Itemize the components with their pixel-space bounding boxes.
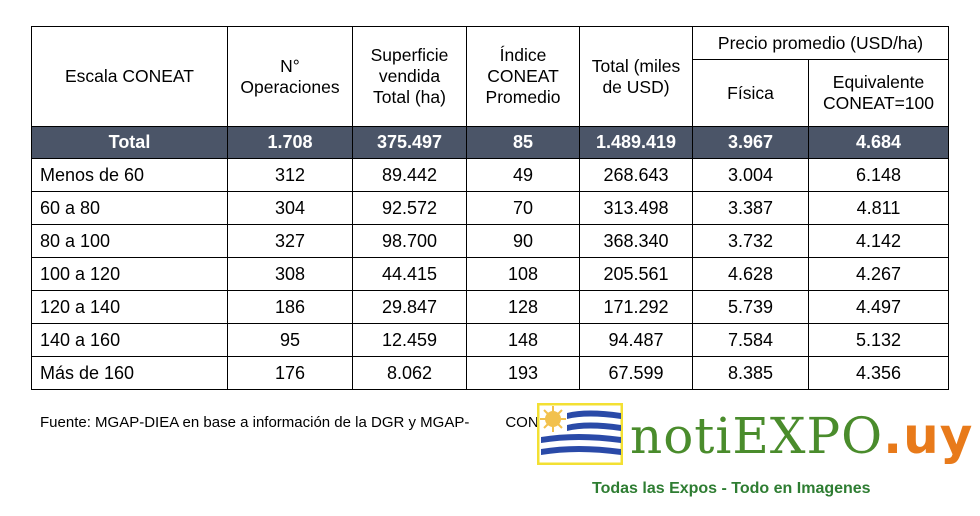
cell-total: 94.487: [579, 323, 693, 357]
cell-superficie: 98.700: [352, 224, 467, 258]
cell-operaciones: 95: [227, 323, 353, 357]
total-operaciones: 1.708: [227, 126, 353, 159]
cell-fisica: 5.739: [692, 290, 809, 324]
cell-indice: 148: [466, 323, 580, 357]
header-indice: Índice CONEAT Promedio: [466, 26, 580, 127]
header-escala: Escala CONEAT: [31, 26, 228, 127]
cell-fisica: 8.385: [692, 356, 809, 390]
cell-equivalente: 4.811: [808, 191, 949, 225]
cell-operaciones: 327: [227, 224, 353, 258]
cell-operaciones: 304: [227, 191, 353, 225]
cell-superficie: 8.062: [352, 356, 467, 390]
header-precio: Precio promedio (USD/ha): [692, 26, 949, 60]
table-row: 140 a 160 95 12.459 148 94.487 7.584 5.1…: [31, 323, 949, 357]
source-text: Fuente: MGAP-DIEA en base a información …: [40, 414, 470, 431]
cell-indice: 90: [466, 224, 580, 258]
cell-equivalente: 6.148: [808, 158, 949, 192]
cell-fisica: 3.004: [692, 158, 809, 192]
header-indice-text: Índice CONEAT Promedio: [485, 45, 561, 107]
cell-escala: Más de 160: [31, 356, 228, 390]
header-equivalente-text: Equivalente CONEAT=100: [822, 72, 935, 113]
header-superficie-text: Superficie vendida Total (ha): [370, 45, 449, 107]
logo-tagline: Todas las Expos - Todo en Imagenes: [592, 480, 871, 497]
table-row: Más de 160 176 8.062 193 67.599 8.385 4.…: [31, 356, 949, 390]
cell-superficie: 12.459: [352, 323, 467, 357]
total-superficie: 375.497: [352, 126, 467, 159]
cell-equivalente: 5.132: [808, 323, 949, 357]
cell-total: 67.599: [579, 356, 693, 390]
cell-escala: 80 a 100: [31, 224, 228, 258]
cell-fisica: 4.628: [692, 257, 809, 291]
total-indice: 85: [466, 126, 580, 159]
cell-escala: 120 a 140: [31, 290, 228, 324]
cell-escala: Menos de 60: [31, 158, 228, 192]
cell-equivalente: 4.142: [808, 224, 949, 258]
cell-total: 313.498: [579, 191, 693, 225]
table-row: 80 a 100 327 98.700 90 368.340 3.732 4.1…: [31, 224, 949, 258]
cell-superficie: 89.442: [352, 158, 467, 192]
table-row: Menos de 60 312 89.442 49 268.643 3.004 …: [31, 158, 949, 192]
logo-suffix: .uy: [883, 407, 974, 465]
cell-equivalente: 4.356: [808, 356, 949, 390]
total-row: Total 1.708 375.497 85 1.489.419 3.967 4…: [31, 126, 949, 159]
cell-operaciones: 312: [227, 158, 353, 192]
cell-superficie: 44.415: [352, 257, 467, 291]
total-usd: 1.489.419: [579, 126, 693, 159]
source-note: Fuente: MGAP-DIEA en base a información …: [40, 414, 567, 431]
table-row: 60 a 80 304 92.572 70 313.498 3.387 4.81…: [31, 191, 949, 225]
cell-fisica: 3.387: [692, 191, 809, 225]
cell-indice: 193: [466, 356, 580, 390]
cell-total: 368.340: [579, 224, 693, 258]
cell-equivalente: 4.497: [808, 290, 949, 324]
table-row: 100 a 120 308 44.415 108 205.561 4.628 4…: [31, 257, 949, 291]
cell-indice: 70: [466, 191, 580, 225]
total-fisica: 3.967: [692, 126, 809, 159]
cell-fisica: 7.584: [692, 323, 809, 357]
cell-indice: 108: [466, 257, 580, 291]
logo-brand: notiEXPO: [630, 407, 884, 465]
header-operaciones-text: N° Operaciones: [240, 55, 340, 97]
cell-equivalente: 4.267: [808, 257, 949, 291]
cell-indice: 128: [466, 290, 580, 324]
header-superficie: Superficie vendida Total (ha): [352, 26, 467, 127]
cell-operaciones: 186: [227, 290, 353, 324]
cell-total: 205.561: [579, 257, 693, 291]
table-row: 120 a 140 186 29.847 128 171.292 5.739 4…: [31, 290, 949, 324]
cell-fisica: 3.732: [692, 224, 809, 258]
cell-escala: 60 a 80: [31, 191, 228, 225]
cell-operaciones: 176: [227, 356, 353, 390]
header-total: Total (miles de USD): [579, 26, 693, 127]
cell-total: 268.643: [579, 158, 693, 192]
cell-total: 171.292: [579, 290, 693, 324]
cell-escala: 100 a 120: [31, 257, 228, 291]
header-fisica: Física: [692, 59, 809, 127]
cell-operaciones: 308: [227, 257, 353, 291]
header-total-text: Total (miles de USD): [591, 55, 681, 97]
notiexpo-logo: notiEXPO.uy: [630, 408, 973, 464]
header-equivalente: Equivalente CONEAT=100: [808, 59, 949, 127]
cell-escala: 140 a 160: [31, 323, 228, 357]
cell-indice: 49: [466, 158, 580, 192]
total-equivalente: 4.684: [808, 126, 949, 159]
cell-superficie: 92.572: [352, 191, 467, 225]
cell-superficie: 29.847: [352, 290, 467, 324]
coneat-table: Escala CONEAT N° Operaciones Superficie …: [31, 26, 949, 390]
uruguay-flag-icon: [537, 403, 623, 465]
header-operaciones: N° Operaciones: [227, 26, 353, 127]
total-label: Total: [31, 126, 228, 159]
